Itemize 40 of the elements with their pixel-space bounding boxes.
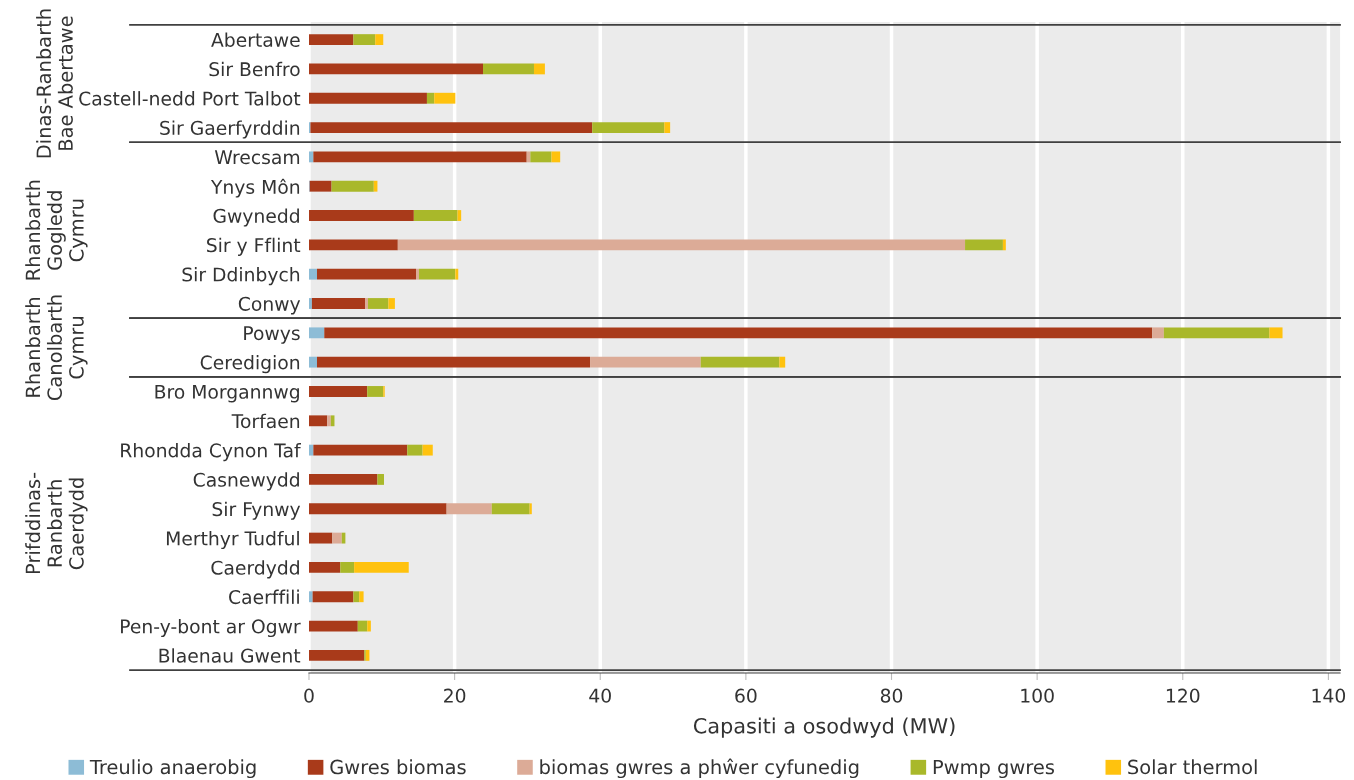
y-tick-label: Conwy <box>238 296 301 315</box>
x-tick-label: 100 <box>1021 688 1054 703</box>
x-tick-label: 140 <box>1312 688 1346 703</box>
x-tick-label: 40 <box>589 688 611 703</box>
x-tick-label: 120 <box>1166 688 1200 703</box>
y-tick-label: Merthyr Tudful <box>166 530 299 550</box>
y-tick-label: Sir y Fflint <box>207 237 301 256</box>
legend-label: Pwmp gwres <box>933 759 1055 779</box>
legend-label: Gwres biomas <box>330 759 466 775</box>
y-tick-label: Wrecsam <box>214 150 300 165</box>
y-tick-label: Casnewydd <box>193 472 299 491</box>
y-tick-label: Abertawe <box>211 32 300 47</box>
y-tick-label: Rhondda Cynon Taf <box>121 443 301 462</box>
x-tick-label: 0 <box>304 688 314 703</box>
legend-label: biomas gwres a phŵer cyfunedig <box>540 758 859 779</box>
y-tick-label: Blaenau Gwent <box>159 648 301 663</box>
y-tick-label: Ynys Môn <box>210 178 300 198</box>
text: Rhanbarth Canolbarth Cymru <box>25 295 88 401</box>
x-tick-label: 60 <box>735 688 757 703</box>
y-tick-label: Gwynedd <box>213 208 299 227</box>
legend-label: Treulio anaerobig <box>89 759 256 779</box>
y-tick-label: Caerffili <box>229 589 299 605</box>
y-tick-label: Sir Fynwy <box>212 501 301 520</box>
x-tick-label: 20 <box>444 688 466 703</box>
y-tick-label: Caerdydd <box>211 560 299 579</box>
y-tick-label: Torfaen <box>231 413 300 429</box>
legend-label: Solar thermol <box>1128 759 1257 775</box>
y-tick-label: Powys <box>244 326 300 344</box>
x-axis-title: Capasiti a osodwyd (MW) <box>693 717 955 738</box>
text: Prifddinas- Ranbarth Caerdydd <box>25 472 88 574</box>
y-tick-label: Sir Benfro <box>209 61 300 77</box>
text: Rhanbarth Gogledd Cymru <box>25 180 88 280</box>
x-tick-label: 80 <box>880 688 903 703</box>
text: Dinas-Ranbarth Bae Abertawe <box>36 9 73 158</box>
y-tick-label: Castell-nedd Port Talbot <box>79 91 301 106</box>
y-tick-label: Pen-y-bont ar Ogwr <box>121 618 301 638</box>
y-tick-label: Ceredigion <box>200 355 300 374</box>
y-tick-label: Bro Morgannwg <box>155 384 299 403</box>
y-tick-label: Sir Gaerfyrddin <box>160 120 300 139</box>
y-tick-label: Sir Ddinbych <box>182 267 300 286</box>
